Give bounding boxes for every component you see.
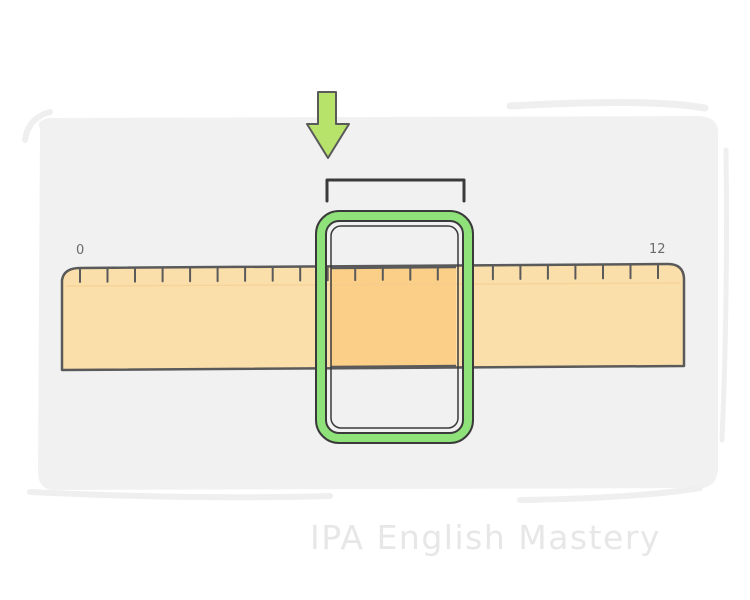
down-arrow-icon [306, 91, 350, 159]
ruler [60, 262, 686, 372]
ruler-end-label: 12 [649, 242, 666, 257]
ruler-start-label: 0 [76, 243, 84, 258]
bracket-icon [325, 178, 466, 203]
highlight-frame [315, 210, 474, 444]
watermark-text: IPA English Mastery [310, 518, 661, 557]
ruler-ticks [79, 263, 659, 283]
ruler-highlight [331, 268, 456, 367]
